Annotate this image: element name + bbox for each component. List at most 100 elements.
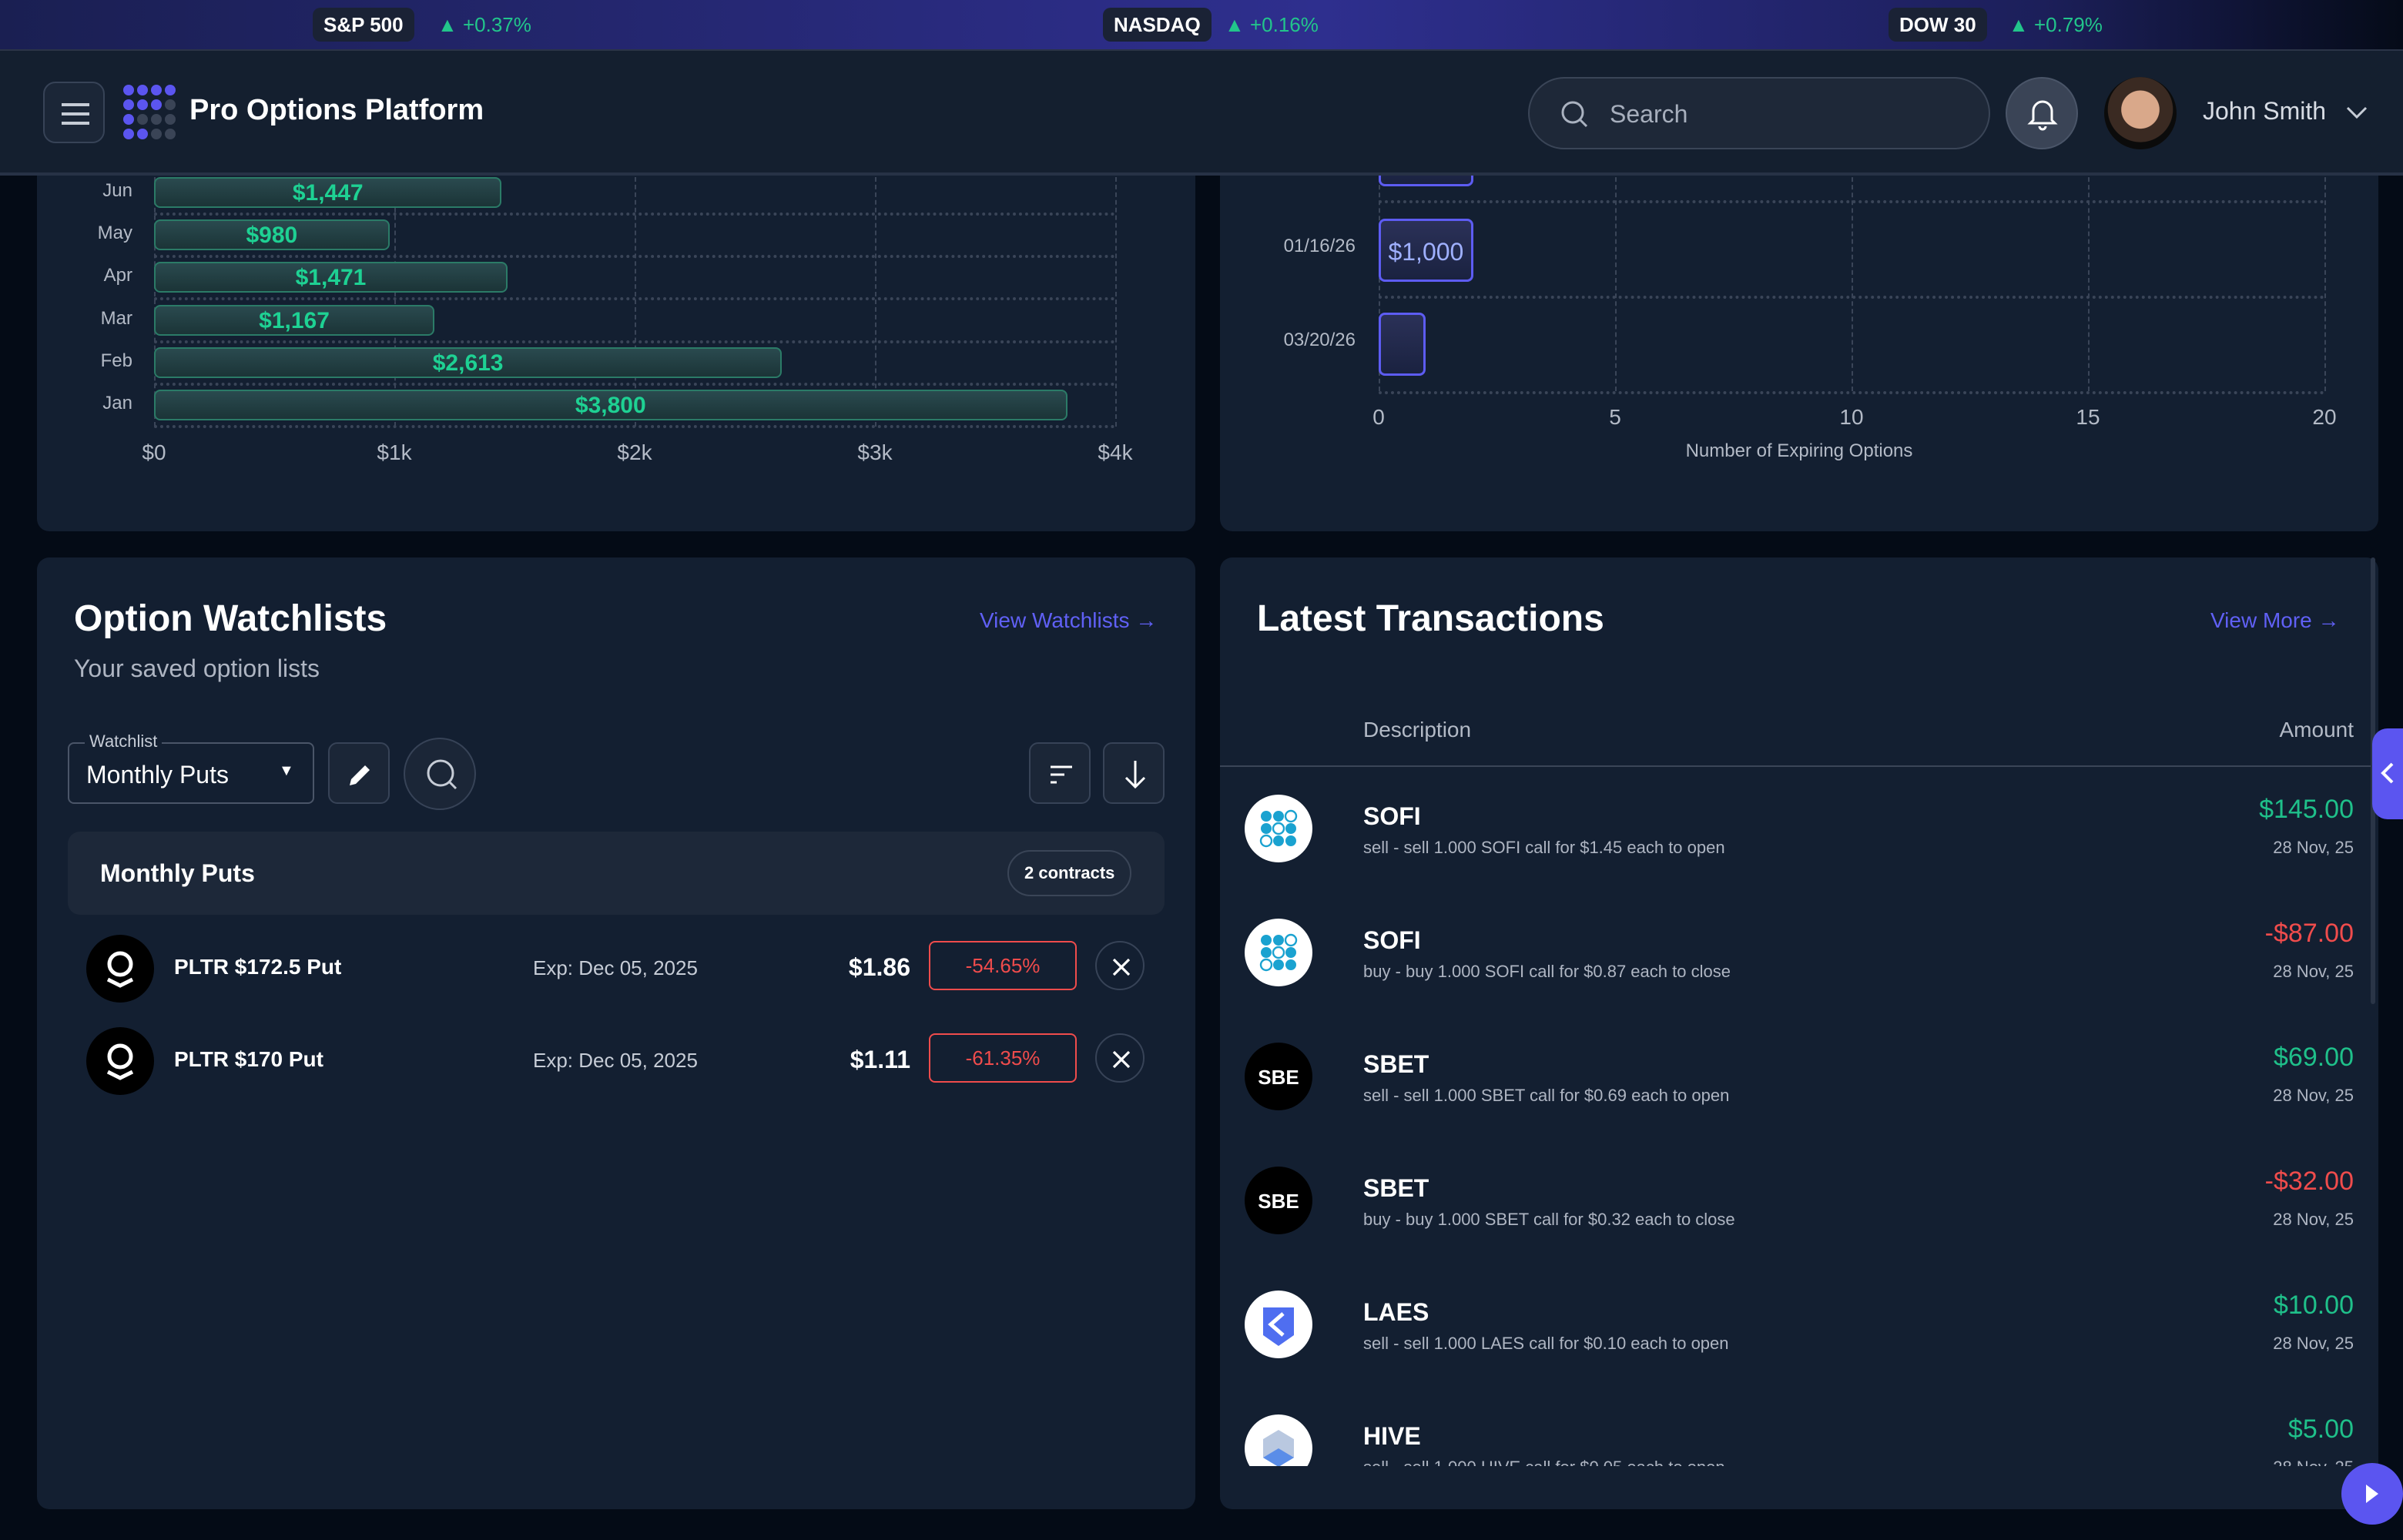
gridline [154,213,1115,216]
watchlist-row[interactable]: PLTR $170 Put Exp: Dec 05, 2025 $1.11 -61.3… [68,1015,1165,1107]
notifications-button[interactable] [2006,77,2078,149]
transaction-symbol: LAES [1363,1298,1429,1326]
gridline [2088,169,2090,391]
search-icon [1561,101,1588,128]
menu-icon [62,112,89,116]
contracts-count-badge: 2 contracts [1007,850,1132,896]
bar-data-label: $1,447 [292,180,364,206]
edit-watchlist-button[interactable] [328,742,390,804]
remove-button[interactable] [1095,1033,1145,1083]
gridline [154,382,1115,386]
gridline [154,340,1115,343]
y-tick-label: Feb [100,350,132,371]
bar[interactable]: $980 [154,219,390,251]
transaction-date: 28 Nov, 25 [2273,1210,2354,1229]
x-tick-label: $4k [1098,440,1133,464]
transaction-description: sell - sell 1.000 SOFI call for $1.45 ea… [1363,838,1725,857]
y-tick-label: Jan [102,393,132,413]
user-avatar[interactable] [2104,77,2177,149]
bar[interactable]: $1,167 [154,304,435,336]
x-tick-label: $2k [617,440,652,464]
contract-price: $1.86 [848,953,910,981]
sbe-logo-icon: SBE [1245,1043,1312,1110]
app-title: Pro Options Platform [189,94,484,126]
chevron-down-icon[interactable] [2346,105,2368,120]
transaction-row[interactable]: SBE SBET sell - sell 1.000 SBET call for $… [1220,1015,2378,1138]
caret-down-icon: ▼ [279,762,294,779]
search-watchlist-button[interactable] [404,738,476,810]
transaction-row[interactable]: SOFI sell - sell 1.000 SOFI call for $1.4… [1220,767,2378,890]
transaction-symbol: HIVE [1363,1422,1421,1450]
gridline [154,255,1115,259]
ticker-dow-change: ▲ +0.79% [2009,13,2103,36]
transaction-date: 28 Nov, 25 [2273,838,2354,857]
y-tick-label: 01/16/26 [1283,236,1356,256]
top-header: Pro Options Platform Search John Smith [0,51,2403,176]
bar[interactable] [1379,313,1426,376]
gridline [154,425,1115,428]
bar-data-label: $1,000 [1388,238,1464,266]
sort-direction-button[interactable] [1103,742,1165,804]
view-more-link[interactable]: View More → [2210,608,2340,632]
watchlist-row[interactable]: PLTR $172.5 Put Exp: Dec 05, 2025 $1.86 -54… [68,922,1165,1015]
column-header-description[interactable]: Description [1363,718,1472,742]
bar-data-label: $980 [246,223,298,249]
x-axis-title: Number of Expiring Options [1685,440,1913,461]
transaction-symbol: SBET [1363,1174,1429,1202]
transaction-amount: $10.00 [2274,1291,2354,1320]
transaction-row[interactable]: HIVE sell - sell 1.000 HIVE call for $0.0… [1220,1387,2378,1466]
divider [1220,765,2378,767]
sort-button[interactable] [1029,742,1091,804]
gridline [1852,169,1853,391]
transactions-title: Latest Transactions [1257,598,1604,639]
x-tick-label: 20 [2312,405,2337,429]
expiration-date: Exp: Dec 05, 2025 [533,1049,698,1072]
gridline [1379,296,2324,299]
transaction-row[interactable]: LAES sell - sell 1.000 LAES call for $0.1… [1220,1263,2378,1386]
transaction-symbol: SOFI [1363,802,1421,830]
gridline [1115,169,1117,427]
transactions-list: SOFI sell - sell 1.000 SOFI call for $1.4… [1220,767,2378,1466]
sbe-logo-icon: SBE [1245,1167,1312,1234]
user-name[interactable]: John Smith [2203,97,2327,125]
menu-button[interactable] [43,82,105,143]
sort-icon [1051,765,1072,784]
transaction-date: 28 Nov, 25 [2273,1086,2354,1105]
transaction-row[interactable]: SBE SBET buy - buy 1.000 SBET call for $0.… [1220,1139,2378,1262]
bar-data-label: $1,471 [295,265,367,291]
x-tick-label: 5 [1609,405,1621,429]
transaction-row[interactable]: SOFI buy - buy 1.000 SOFI call for $0.87 … [1220,891,2378,1014]
search-input[interactable]: Search [1528,77,1990,149]
gridline [154,297,1115,301]
ticker-change-value: +0.79% [2033,13,2103,36]
bar[interactable]: $1,447 [154,177,502,208]
remove-button[interactable] [1095,941,1145,990]
chevron-left-icon [2381,762,2394,784]
x-tick-label: 10 [1839,405,1864,429]
play-button[interactable] [2341,1463,2403,1525]
side-panel-toggle[interactable] [2372,728,2403,819]
bell-icon [2027,100,2058,131]
bar[interactable]: $1,471 [154,262,508,293]
transaction-date: 28 Nov, 25 [2273,962,2354,981]
transaction-amount: -$87.00 [2264,919,2354,948]
transaction-amount: $145.00 [2259,795,2354,824]
ticker-change-value: +0.16% [1249,13,1319,36]
watchlist-select[interactable]: Watchlist Monthly Puts ▼ [68,732,314,804]
transaction-description: buy - buy 1.000 SBET call for $0.32 each… [1363,1210,1735,1229]
contract-name: PLTR $172.5 Put [174,955,342,979]
y-tick-label: Mar [100,307,132,329]
view-watchlists-link[interactable]: View Watchlists → [980,608,1158,632]
x-tick-label: $1k [377,440,412,464]
gridline [1379,169,1380,391]
search-placeholder: Search [1610,100,1688,128]
x-tick-label: $3k [857,440,893,464]
transaction-date: 28 Nov, 25 [2273,1458,2354,1466]
ticker-nasdaq-change: ▲ +0.16% [1225,13,1319,36]
bar[interactable]: $2,613 [154,346,783,378]
bar[interactable]: $3,800 [154,390,1067,420]
column-header-amount[interactable]: Amount [2279,718,2354,742]
bar[interactable]: $1,000 [1379,219,1473,282]
ticker-sp500-name: S&P 500 [313,8,414,42]
contract-price: $1.11 [850,1046,910,1073]
